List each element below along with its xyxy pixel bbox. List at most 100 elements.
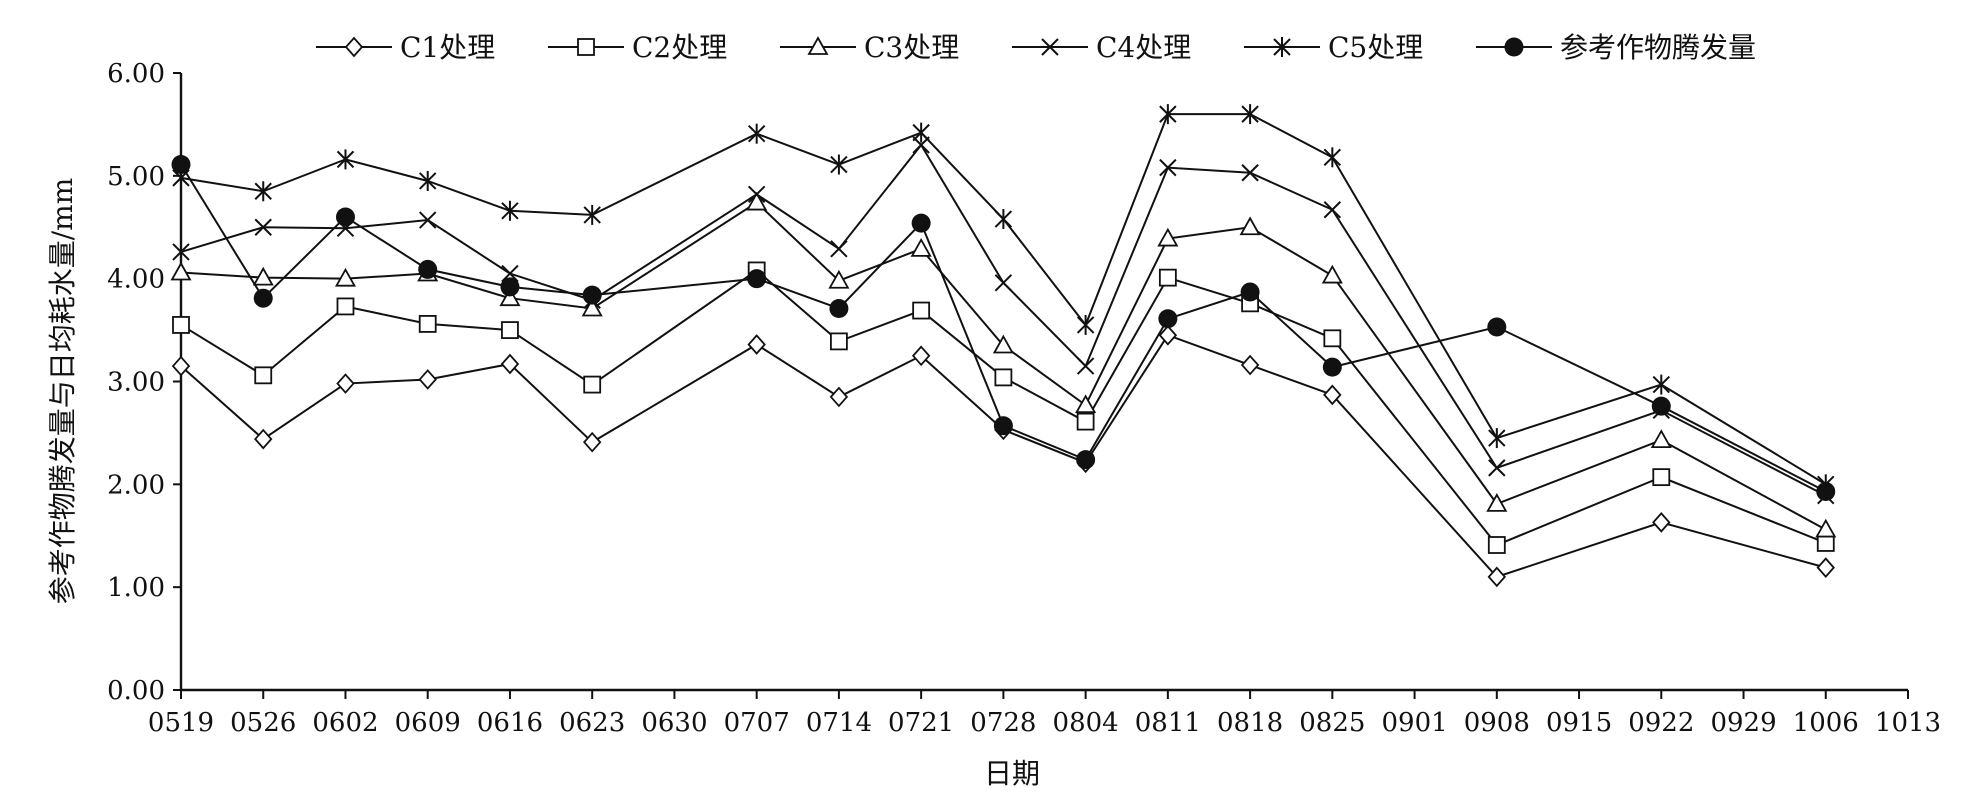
y-tick-label: 2.00 <box>107 470 165 500</box>
data-point <box>1241 104 1259 125</box>
data-point <box>501 321 519 339</box>
data-point <box>334 267 357 287</box>
legend-item: C5处理 <box>1244 31 1423 64</box>
data-point <box>1321 264 1343 284</box>
x-tick-label: 1013 <box>1875 708 1941 738</box>
data-point <box>1322 357 1342 377</box>
data-point <box>1651 396 1671 416</box>
y-tick-label: 0.00 <box>107 676 165 706</box>
data-point <box>992 334 1014 354</box>
data-point <box>1241 164 1259 182</box>
data-point <box>830 154 848 175</box>
data-point <box>336 373 355 394</box>
data-point <box>254 181 272 202</box>
x-tick-label: 0609 <box>395 708 461 738</box>
data-point <box>1487 566 1507 588</box>
x-tick-label: 0818 <box>1217 708 1283 738</box>
data-point <box>1816 557 1835 578</box>
legend-marker <box>1041 38 1059 56</box>
data-point <box>418 315 437 333</box>
data-point <box>1158 309 1178 329</box>
data-point <box>499 287 521 307</box>
x-tick-label: 0526 <box>230 708 296 738</box>
legend-label: C4处理 <box>1096 31 1191 64</box>
data-point <box>1486 493 1508 512</box>
data-point <box>252 266 274 286</box>
legend-label: C1处理 <box>400 31 495 64</box>
legend-item: C1处理 <box>316 31 495 64</box>
series-layer <box>170 104 1837 588</box>
data-point <box>1816 482 1836 502</box>
data-point <box>1076 314 1095 335</box>
x-tick-label: 1006 <box>1793 708 1859 738</box>
y-tick-label: 4.00 <box>107 265 165 295</box>
data-point <box>747 123 766 144</box>
data-point <box>254 366 273 385</box>
data-point <box>335 207 355 227</box>
y-axis: 0.00 1.00 2.00 3.00 4.00 5.00 6.00 <box>107 59 183 706</box>
data-point <box>830 332 848 351</box>
legend-marker <box>577 38 595 56</box>
x-tick-label: 0707 <box>724 708 790 738</box>
legend-item: C3处理 <box>780 31 959 64</box>
data-point <box>581 297 603 317</box>
data-point <box>829 298 849 318</box>
data-point <box>172 316 190 334</box>
data-point <box>829 386 849 408</box>
data-point <box>1323 384 1342 406</box>
x-tick-label: 0804 <box>1053 708 1119 738</box>
data-point <box>1323 329 1342 348</box>
x-tick-label: 0825 <box>1299 708 1365 738</box>
data-point <box>1075 394 1097 414</box>
data-point <box>172 243 190 261</box>
data-point <box>747 334 766 355</box>
data-point <box>1239 216 1261 236</box>
data-point <box>993 416 1013 436</box>
x-tick-label: 0901 <box>1381 708 1447 738</box>
data-point <box>1157 227 1179 247</box>
data-point <box>828 269 850 289</box>
data-point <box>254 218 272 236</box>
x-tick-label: 0714 <box>806 708 872 738</box>
y-tick-label: 3.00 <box>107 368 165 398</box>
data-point <box>171 355 191 377</box>
x-tick-label: 0929 <box>1710 708 1776 738</box>
data-point <box>1652 374 1670 395</box>
data-point <box>336 149 355 170</box>
data-point <box>1488 428 1506 449</box>
data-point <box>912 301 931 320</box>
data-point <box>994 368 1013 387</box>
data-point <box>1076 412 1095 431</box>
data-point <box>419 211 437 229</box>
legend-marker <box>1273 37 1291 57</box>
y-tick-label: 5.00 <box>107 162 165 192</box>
data-point <box>1159 104 1177 125</box>
legend-label: C5处理 <box>1328 31 1423 64</box>
data-point <box>418 259 438 279</box>
data-point <box>746 191 768 211</box>
legend: C1处理 C2处理 C3处理 C4处理 C5处理 参考作物腾发量 <box>316 31 1756 64</box>
data-point <box>501 264 519 283</box>
data-point <box>1158 324 1178 346</box>
data-point <box>1159 158 1177 177</box>
x-tick-label: 0721 <box>888 708 954 738</box>
legend-label: C2处理 <box>632 31 727 64</box>
data-point <box>1650 429 1672 449</box>
data-point <box>171 155 191 175</box>
x-tick-label: 0602 <box>312 708 378 738</box>
data-point <box>336 297 355 316</box>
y-axis-title: 参考作物腾发量与日均耗水量/mm <box>46 178 79 605</box>
legend-label: C3处理 <box>864 31 959 64</box>
data-point <box>419 170 437 191</box>
x-tick-label: 0728 <box>970 708 1036 738</box>
series-1 <box>171 324 1835 588</box>
x-tick-label: 0623 <box>559 708 625 738</box>
y-tick-label: 1.00 <box>107 573 165 603</box>
data-point <box>583 375 602 394</box>
data-point <box>583 204 601 225</box>
data-point <box>253 288 273 308</box>
x-tick-label: 0908 <box>1464 708 1530 738</box>
data-point <box>910 238 932 257</box>
data-point <box>1487 317 1507 337</box>
